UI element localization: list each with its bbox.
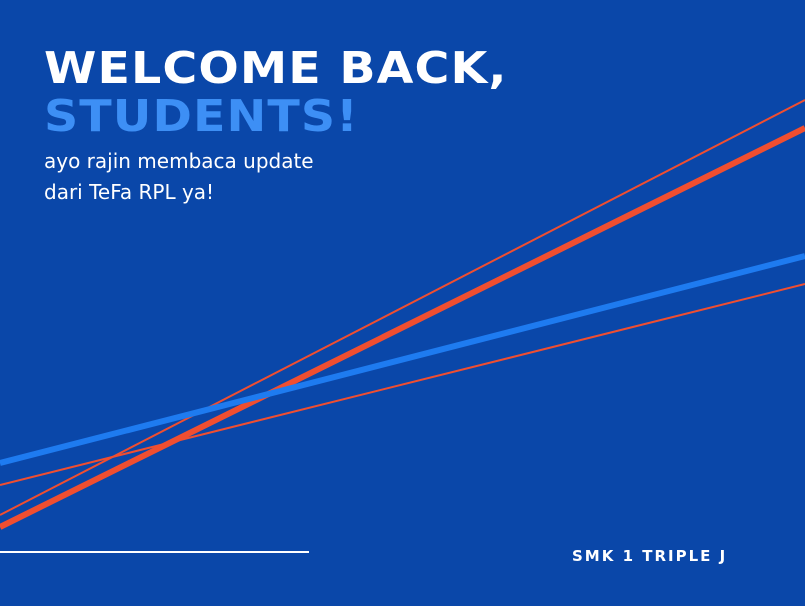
school-name: SMK 1 TRIPLE J bbox=[572, 547, 728, 565]
subtitle-line-1: ayo rajin membaca update bbox=[44, 149, 314, 173]
subtitle: ayo rajin membaca update dari TeFa RPL y… bbox=[44, 146, 314, 208]
blue-stripe bbox=[0, 253, 805, 466]
thick-orange-stripe bbox=[0, 125, 805, 530]
footer-divider bbox=[0, 551, 309, 553]
thin-orange-stripe-upper bbox=[0, 99, 805, 516]
headline-welcome-back: WELCOME BACK, bbox=[44, 43, 508, 94]
subtitle-line-2: dari TeFa RPL ya! bbox=[44, 180, 215, 204]
thin-orange-stripe-lower bbox=[0, 283, 805, 486]
headline-students: STUDENTS! bbox=[44, 91, 359, 142]
